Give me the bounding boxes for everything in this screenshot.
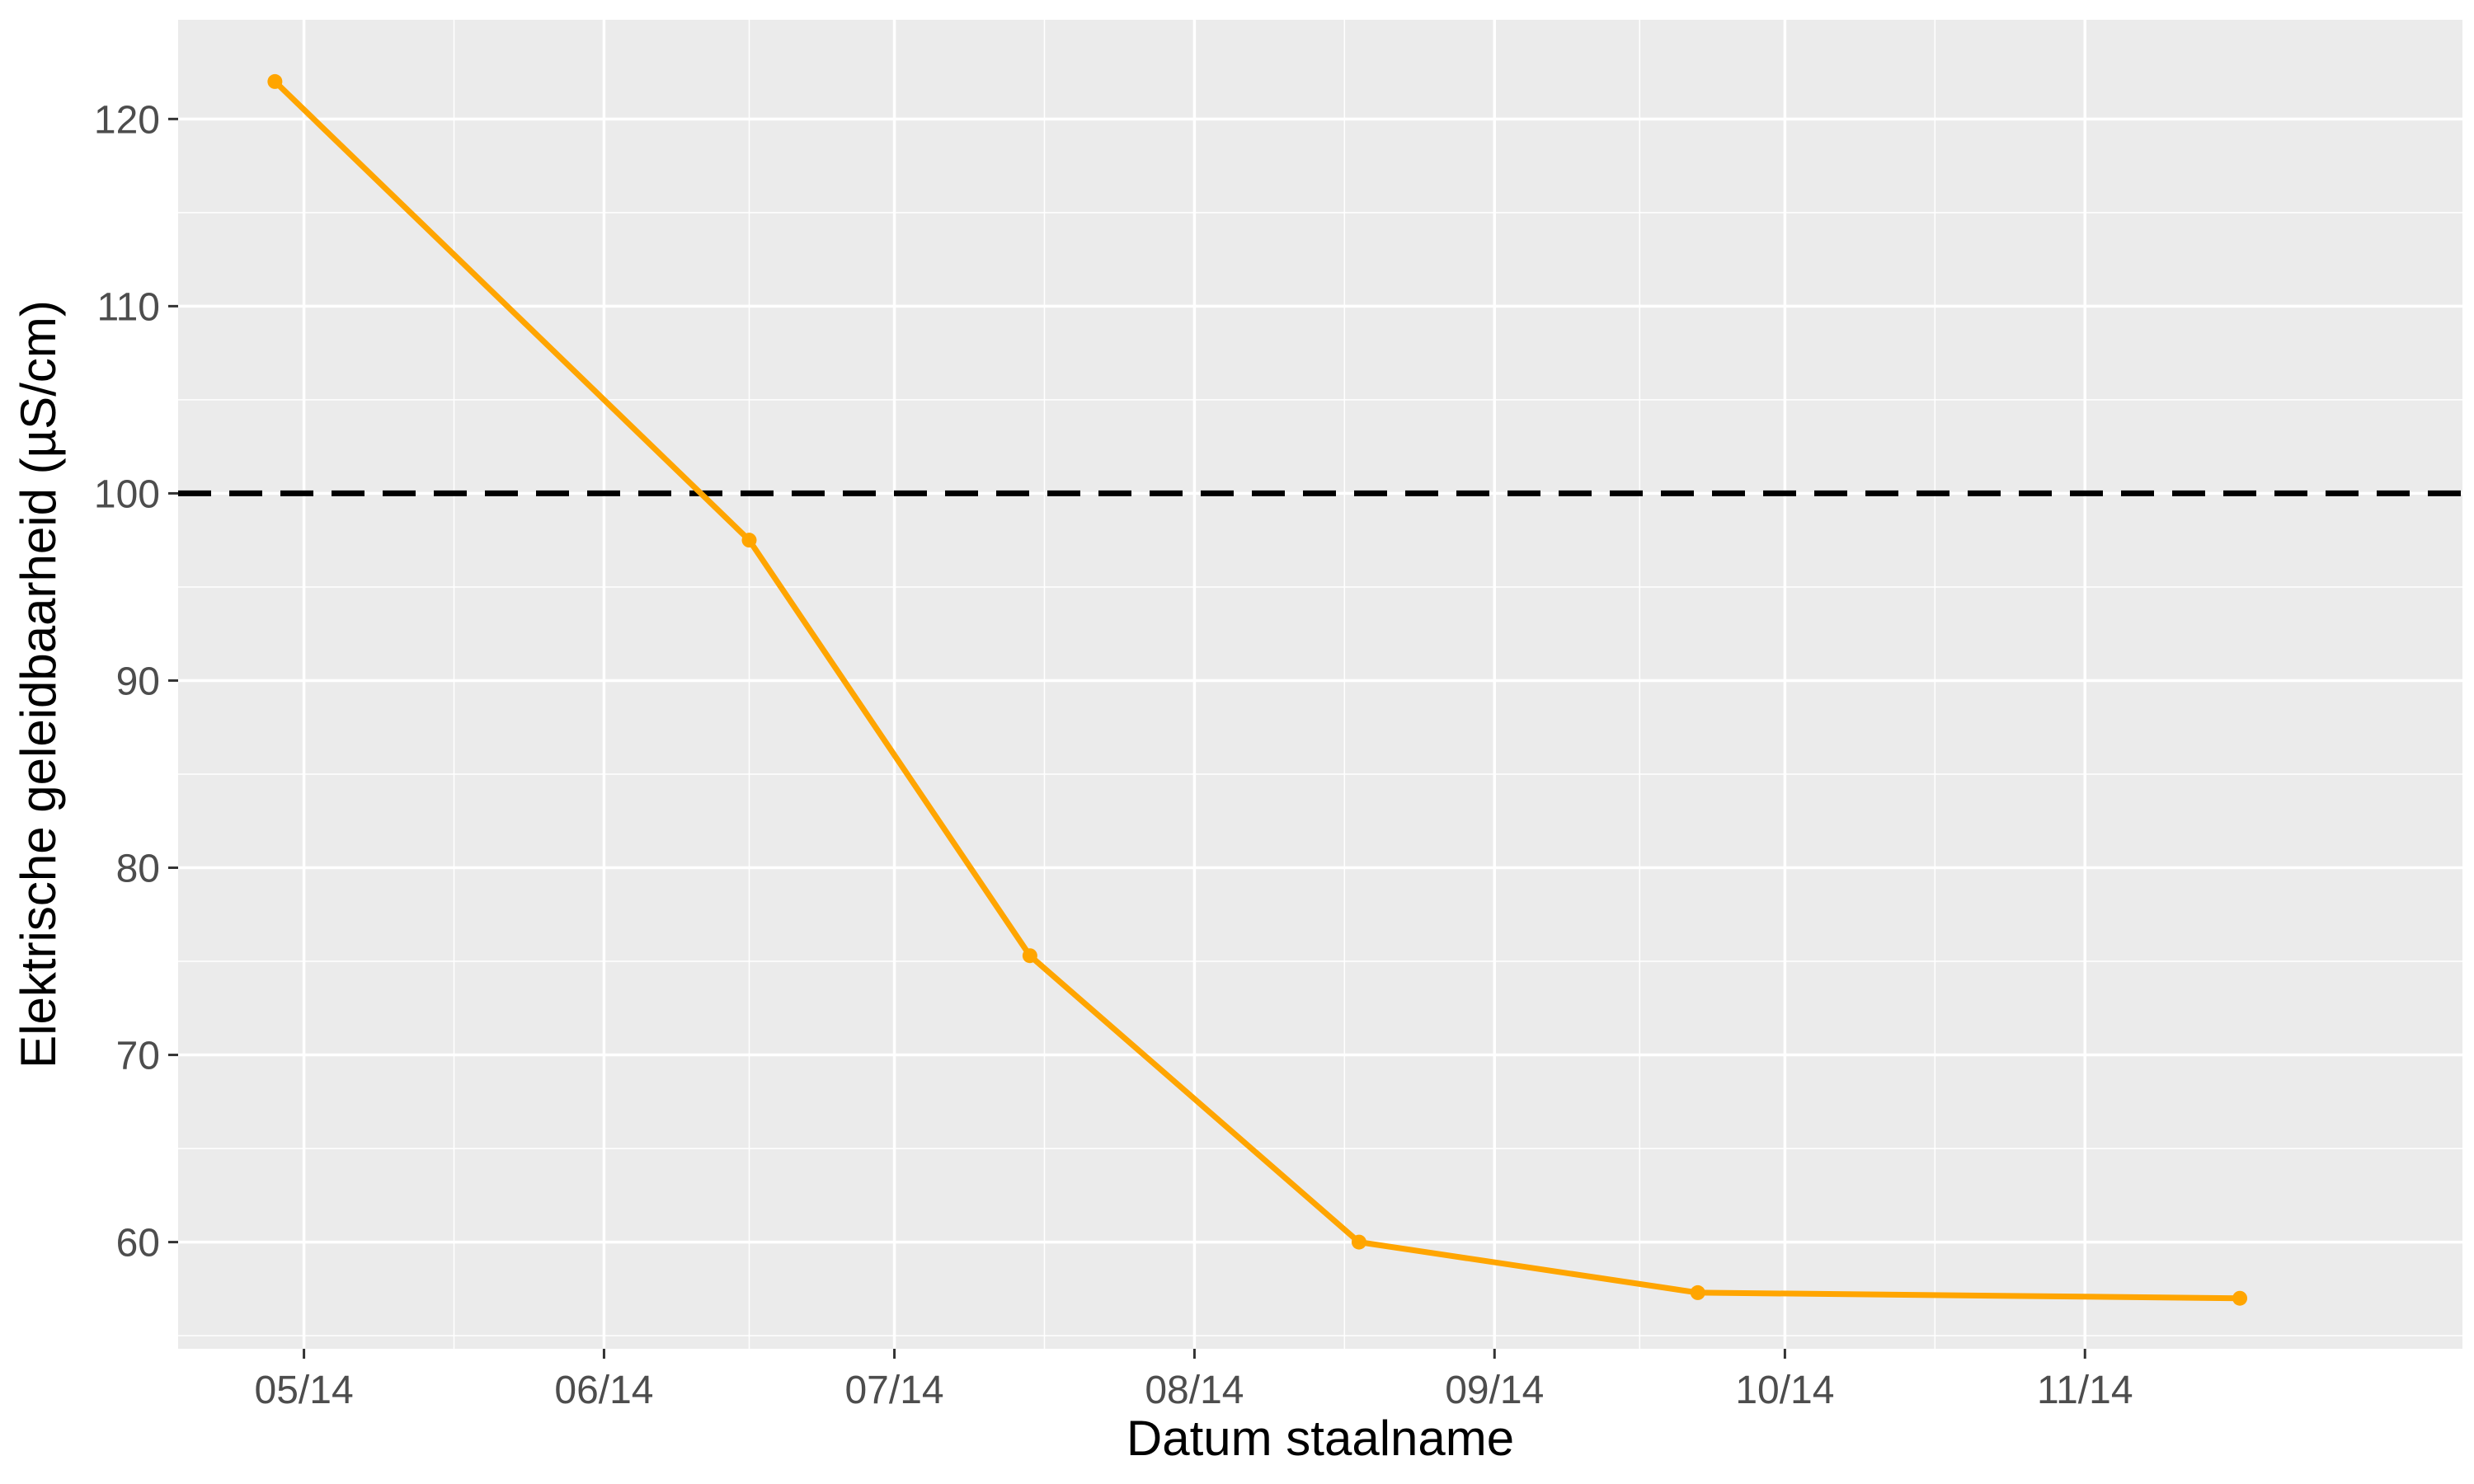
data-point <box>1351 1234 1366 1250</box>
data-point <box>741 533 757 548</box>
data-point <box>1690 1284 1705 1300</box>
series-line <box>271 78 2243 1302</box>
x-tick-label: 05/14 <box>255 1369 354 1412</box>
y-tick-label: 80 <box>116 848 160 891</box>
y-axis: 60 70 80 90 100 110 120 <box>94 98 178 1266</box>
y-axis-title: Elektrische geleidbaarheid (µS/cm) <box>11 300 66 1068</box>
x-tick-label: 10/14 <box>1735 1369 1834 1412</box>
x-axis: 05/14 06/14 07/14 08/14 09/14 10/14 11/14 <box>255 1349 2133 1412</box>
y-tick-label: 110 <box>96 285 160 329</box>
x-tick-label: 06/14 <box>554 1369 653 1412</box>
y-tick-label: 60 <box>116 1222 160 1266</box>
plot-panel <box>178 20 2462 1349</box>
x-tick-label: 08/14 <box>1145 1369 1244 1412</box>
minor-gridlines <box>178 20 2462 1349</box>
y-tick-label: 120 <box>94 98 160 142</box>
x-axis-title: Datum staalname <box>1126 1411 1514 1466</box>
x-tick-label: 11/14 <box>2037 1369 2133 1412</box>
y-tick-label: 100 <box>94 472 160 516</box>
series-layer <box>267 73 2248 1306</box>
y-tick-label: 90 <box>116 660 160 703</box>
y-tick-label: 70 <box>116 1035 160 1078</box>
x-tick-label: 09/14 <box>1445 1369 1544 1412</box>
data-point <box>267 73 283 89</box>
data-point <box>2232 1290 2248 1306</box>
data-point <box>1022 948 1037 964</box>
x-tick-label: 07/14 <box>844 1369 943 1412</box>
